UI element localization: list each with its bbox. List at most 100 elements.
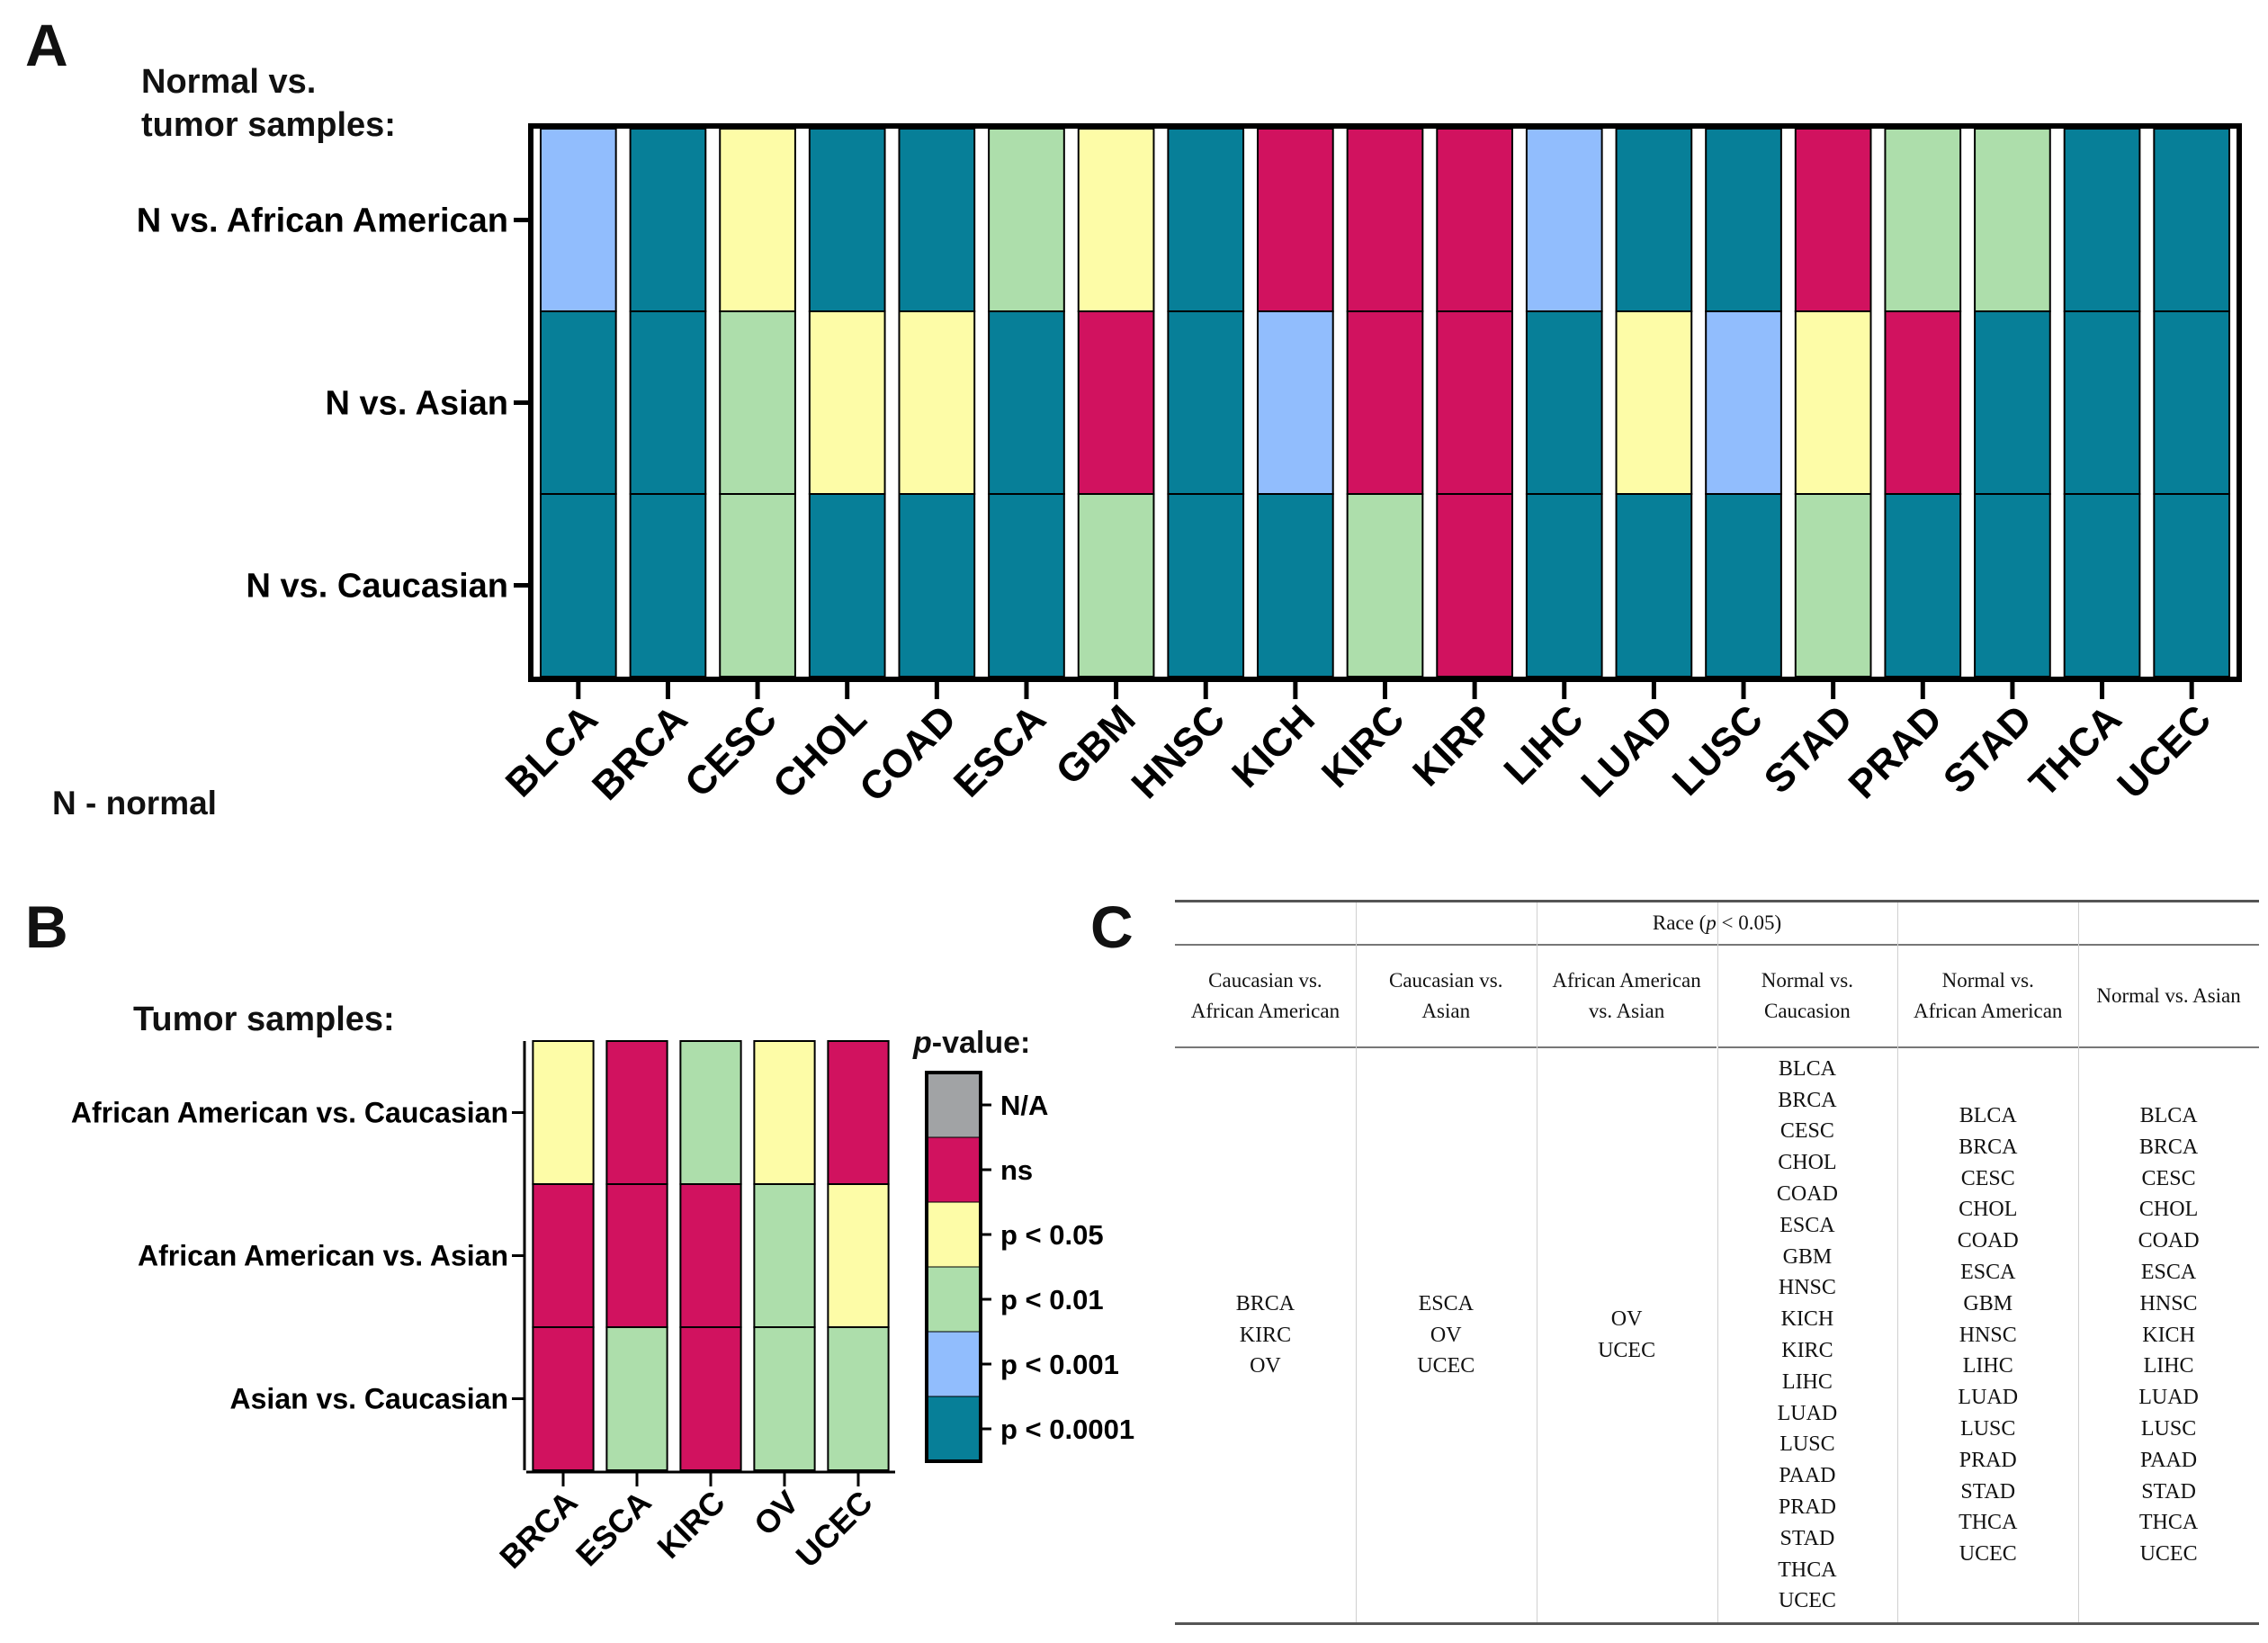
table-cell-coad-4-5: COAD — [1776, 1182, 1838, 1207]
cell-a-prad-1 — [1884, 128, 1962, 312]
cell-a-ucec-2 — [2153, 310, 2231, 495]
legend-label-p-0-0001: p < 0.0001 — [1000, 1414, 1134, 1445]
table-cell-prad-4-15: PRAD — [1778, 1495, 1836, 1519]
table-divider-1 — [1355, 902, 1357, 1622]
cell-a-brca-2 — [629, 310, 707, 495]
table-cell-gbm-5-7: GBM — [1963, 1291, 2013, 1315]
table-cell-gbm-4-7: GBM — [1782, 1244, 1833, 1269]
xlabel-a-kirc-10: KIRC — [1313, 696, 1413, 796]
cell-b-kirc-3 — [679, 1326, 742, 1471]
cell-a-luad-1 — [1615, 128, 1693, 312]
xlabel-a-kich-9: KICH — [1224, 696, 1323, 796]
table-column-6: BLCA BRCA CESC CHOL COAD ESCA HNSC KICH LIHC LUAD… — [2078, 1048, 2259, 1622]
xlabel-a-chol-4: CHOL — [765, 696, 875, 807]
table-cell-cesc-4-3: CESC — [1779, 1119, 1834, 1144]
table-cell-ov-2-2: OV — [1430, 1323, 1462, 1347]
table-header-normal-vs-african-american: Normal vs. African American — [1897, 946, 2079, 1048]
table-header-caucasian-vs-asian: Caucasian vs. Asian — [1355, 946, 1537, 1048]
table-cell-hnsc-4-8: HNSC — [1778, 1276, 1836, 1300]
cell-a-stad-3 — [1974, 493, 2051, 678]
cell-a-chol-2 — [808, 310, 886, 495]
cell-a-coad-3 — [898, 493, 976, 678]
ylabel-b-african-american-vs-asian: African American vs. Asian — [138, 1240, 508, 1272]
table-cell-brca-6-2: BRCA — [2138, 1135, 2199, 1159]
xlabel-a-kirp-11: KIRP — [1404, 696, 1502, 795]
table-cell-kich-6-8: KICH — [2142, 1323, 2195, 1347]
cell-b-ov-2 — [753, 1183, 816, 1328]
legend-title-italic: p — [913, 1026, 932, 1060]
table-cell-ucec-2-3: UCEC — [1417, 1354, 1475, 1378]
table-column-1: BRCA KIRC OV — [1175, 1048, 1356, 1622]
cell-a-kich-1 — [1257, 128, 1334, 312]
table-cell-thca-6-14: THCA — [2138, 1511, 2199, 1535]
table-cell-hnsc-5-8: HNSC — [1959, 1323, 2017, 1347]
legend-swatch-p-0-0001 — [926, 1396, 982, 1462]
xlabel-a-lusc-14: LUSC — [1664, 696, 1771, 804]
table-header-african-american-vs-asian: African American vs. Asian — [1536, 946, 1717, 1048]
table-header-normal-vs-asian: Normal vs. Asian — [2078, 946, 2259, 1048]
table-cell-chol-6-4: CHOL — [2138, 1198, 2199, 1222]
table-title-italic: p — [1706, 911, 1717, 934]
cell-a-kirc-2 — [1346, 310, 1424, 495]
cell-b-ov-3 — [753, 1326, 816, 1471]
table-cell-thca-4-17: THCA — [1778, 1558, 1837, 1582]
table-cell-lusc-4-13: LUSC — [1779, 1432, 1835, 1457]
cell-a-coad-1 — [898, 128, 976, 312]
panel-letter-b: B — [25, 893, 68, 960]
table-cell-ov-1-3: OV — [1250, 1354, 1281, 1378]
cell-a-chol-3 — [808, 493, 886, 678]
cell-b-esca-2 — [605, 1183, 668, 1328]
legend-frame — [925, 1071, 982, 1463]
cell-a-ucec-3 — [2153, 493, 2231, 678]
ylabel-a-n-vs-asian: N vs. Asian — [326, 385, 508, 423]
cell-b-brca-2 — [532, 1183, 595, 1328]
table-header-text-6: Normal vs. Asian — [2096, 984, 2241, 1007]
xlabel-a-esca-6: ESCA — [946, 696, 1054, 805]
ylabel-a-n-vs-caucasian: N vs. Caucasian — [247, 568, 508, 606]
xlabel-a-cesc-3: CESC — [677, 696, 785, 805]
legend-label-p-0-01: p < 0.01 — [1000, 1284, 1104, 1315]
cell-a-kirp-3 — [1436, 493, 1513, 678]
xlabel-a-hnsc-8: HNSC — [1123, 696, 1233, 807]
xlabel-b-ov: OV — [747, 1484, 806, 1543]
cell-a-thca-2 — [2063, 310, 2141, 495]
table-cell-blca-6-1: BLCA — [2139, 1104, 2198, 1128]
xlabel-a-thca-18: THCA — [2021, 696, 2130, 805]
table-column-4: BLCA BRCA CESC CHOL COAD ESCA GBM HNSC KICH KIRC L… — [1717, 1048, 1898, 1622]
table-cell-esca-2-1: ESCA — [1418, 1291, 1474, 1315]
cell-a-esca-3 — [988, 493, 1065, 678]
table-cell-ucec-3-2: UCEC — [1598, 1339, 1656, 1362]
xlabel-a-stad-17: STAD — [1935, 696, 2040, 802]
cell-a-coad-2 — [898, 310, 976, 495]
table-cell-lusc-5-11: LUSC — [1960, 1416, 2016, 1441]
legend-swatch-n-a — [926, 1072, 982, 1138]
table-header-text-1: Caucasian vs. African American — [1190, 969, 1340, 1022]
legend-label-ns: ns — [1000, 1154, 1033, 1186]
table-divider-3 — [1717, 902, 1718, 1622]
table-cell-prad-5-12: PRAD — [1959, 1448, 2017, 1472]
table-cell-stad-5-13: STAD — [1960, 1479, 2016, 1504]
table-cell-brca-4-2: BRCA — [1778, 1088, 1837, 1112]
xlabel-a-luad-13: LUAD — [1573, 696, 1681, 805]
cell-a-lihc-3 — [1525, 493, 1603, 678]
cell-b-esca-3 — [605, 1326, 668, 1471]
xlabel-a-ucec-19: UCEC — [2109, 696, 2219, 807]
legend-swatch-p-0-01 — [926, 1266, 982, 1333]
table-header-normal-vs-caucasion: Normal vs. Caucasion — [1717, 946, 1898, 1048]
cell-a-luad-2 — [1615, 310, 1693, 495]
legend-title-rest: -value: — [931, 1026, 1031, 1060]
xlabel-a-stad-15: STAD — [1756, 696, 1861, 802]
cell-a-hnsc-1 — [1167, 128, 1245, 312]
ylabel-b-african-american-vs-caucasian: African American vs. Caucasian — [71, 1097, 508, 1129]
panel-a-note: N - normal — [52, 785, 217, 822]
ylabel-b-asian-vs-caucasian: Asian vs. Caucasian — [230, 1383, 508, 1415]
cell-b-kirc-1 — [679, 1040, 742, 1185]
table-header-text-4: Normal vs. Caucasion — [1761, 969, 1854, 1022]
cell-b-kirc-2 — [679, 1183, 742, 1328]
table-cell-stad-6-13: STAD — [2141, 1479, 2196, 1504]
cell-a-lusc-3 — [1705, 493, 1782, 678]
cell-b-ucec-2 — [827, 1183, 890, 1328]
table-cell-chol-5-4: CHOL — [1959, 1198, 2018, 1222]
table-cell-esca-4-6: ESCA — [1779, 1213, 1835, 1237]
cell-a-kirp-2 — [1436, 310, 1513, 495]
